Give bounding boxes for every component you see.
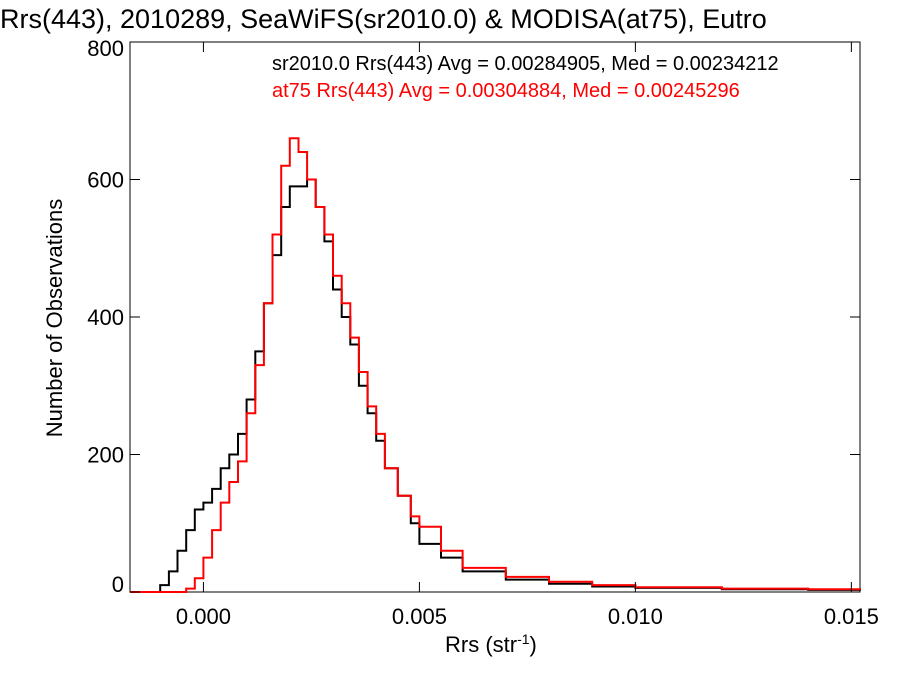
x-tick-label-1: 0.005 bbox=[392, 604, 447, 629]
x-tick-label-2: 0.010 bbox=[608, 604, 663, 629]
ticks-layer: 0.000 0.005 0.010 0.015 0 200 400 600 800 bbox=[87, 36, 879, 629]
x-axis-label: Rrs (str-1) bbox=[445, 631, 537, 657]
x-axis-label-main: Rrs (str bbox=[445, 632, 517, 657]
y-tick-label-3: 600 bbox=[87, 168, 124, 193]
x-tick-label-3: 0.015 bbox=[824, 604, 879, 629]
series-line-sr2010-0 bbox=[130, 178, 861, 593]
stat-at75: at75 Rrs(443) Avg = 0.00304884, Med = 0.… bbox=[272, 80, 740, 102]
y-axis-label: Number of Observations bbox=[42, 199, 67, 437]
x-tick-label-0: 0.000 bbox=[176, 604, 231, 629]
chart-title: Rrs(443), 2010289, SeaWiFS(sr2010.0) & M… bbox=[0, 4, 767, 34]
y-tick-label-2: 400 bbox=[87, 305, 124, 330]
series-line-at75 bbox=[130, 137, 861, 593]
plot-frame bbox=[129, 41, 861, 593]
x-axis-label-superscript: -1 bbox=[517, 631, 530, 647]
series-layer bbox=[130, 137, 861, 593]
x-axis-label-close: ) bbox=[530, 632, 537, 657]
y-tick-label-4: 800 bbox=[87, 36, 124, 61]
y-tick-label-1: 200 bbox=[87, 443, 124, 468]
stat-sr2010: sr2010.0 Rrs(443) Avg = 0.00284905, Med … bbox=[272, 53, 779, 75]
y-tick-label-0: 0 bbox=[112, 572, 124, 597]
